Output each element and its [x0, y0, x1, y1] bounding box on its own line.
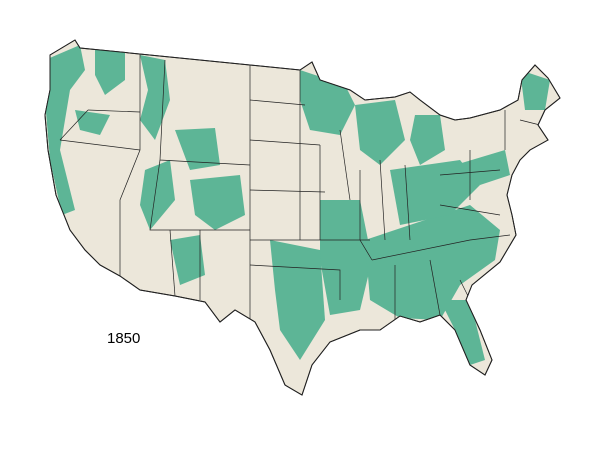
state-border [59, 139, 141, 151]
state-border [59, 109, 89, 141]
state-border [119, 50, 141, 276]
forest-patch [95, 48, 125, 95]
forest-patch [355, 100, 405, 165]
state-border [249, 99, 306, 106]
forest-patch [45, 45, 85, 215]
forest-patch [75, 110, 110, 135]
state-border [519, 119, 541, 126]
state-border [339, 129, 351, 201]
year-label: 1850 [107, 330, 141, 347]
us-outline [44, 39, 561, 396]
state-border [169, 229, 176, 297]
state-border [249, 264, 341, 300]
forest-patch [140, 55, 170, 140]
forest-patch [410, 115, 445, 165]
forest-patch [190, 175, 245, 230]
state-border [359, 170, 373, 261]
state-border [371, 234, 511, 261]
state-border [439, 204, 501, 216]
state-border [149, 159, 250, 231]
state-borders [59, 50, 541, 330]
forest-patch [520, 70, 550, 110]
forest-patch [170, 235, 205, 285]
state-border [404, 164, 411, 241]
state-border [249, 139, 321, 146]
forest-patch [390, 160, 480, 225]
forest-patch [455, 150, 510, 185]
state-border [429, 259, 441, 316]
forest-patch [365, 205, 500, 320]
state-border [87, 109, 141, 113]
forest-patch [175, 128, 220, 170]
state-border [249, 189, 326, 193]
forest-patch [320, 200, 372, 315]
state-border [379, 159, 386, 241]
forest-patch [270, 240, 325, 360]
forest-patch [140, 160, 175, 230]
